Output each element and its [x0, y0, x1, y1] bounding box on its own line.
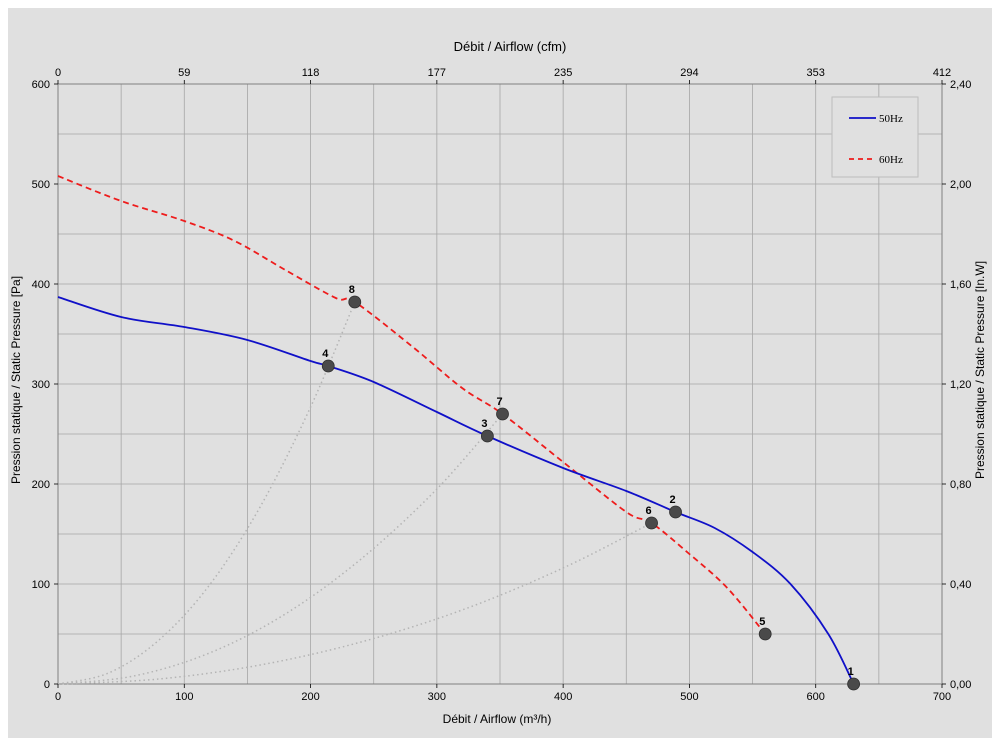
y-tick-label: 0: [44, 679, 50, 691]
operating-point-label-8: 8: [349, 284, 355, 296]
system-curves: [57, 301, 652, 685]
operating-point-label-4: 4: [322, 348, 329, 360]
operating-point-5: [758, 627, 772, 641]
x2-axis-title: Débit / Airflow (cfm): [454, 39, 567, 54]
operating-point-2: [669, 505, 682, 519]
operating-point-7: [496, 407, 509, 421]
operating-point-1: [847, 677, 860, 691]
x2-tick-label: 353: [807, 67, 825, 79]
x2-tick-label: 235: [554, 67, 572, 79]
x2-tick-label: 118: [302, 67, 320, 79]
x2-tick-label: 294: [680, 67, 698, 79]
operating-point-label-3: 3: [481, 418, 487, 430]
legend-box: [831, 96, 919, 178]
y-tick-label: 300: [32, 379, 50, 391]
x-tick-label: 600: [807, 691, 825, 703]
y2-tick-label: 1,20: [950, 379, 971, 391]
x-axis-title: Débit / Airflow (m³/h): [443, 712, 552, 726]
y-tick-label: 400: [32, 279, 50, 291]
y-axis-title: Pression statique / Static Pressure [Pa]: [9, 276, 23, 484]
x2-tick-label: 412: [933, 67, 951, 79]
operating-point-3: [480, 429, 494, 443]
operating-point-label-5: 5: [759, 616, 765, 628]
y2-tick-label: 0,40: [950, 579, 971, 591]
y-tick-label: 600: [32, 79, 50, 91]
series-line-60hz: [57, 175, 766, 635]
x-tick-label: 200: [301, 691, 319, 703]
x-tick-label: 100: [175, 691, 193, 703]
x-tick-label: 700: [933, 691, 951, 703]
operating-points: 1 2 3 4 5 6 7 8: [321, 284, 860, 691]
legend-label-50hz: 50Hz: [879, 113, 903, 125]
x-tick-label: 400: [554, 691, 572, 703]
legend-label-60hz: 60Hz: [879, 154, 903, 166]
y-tick-label: 500: [32, 179, 50, 191]
x2-tick-label: 0: [55, 67, 61, 79]
system-curve-3: [57, 522, 652, 685]
operating-point-6: [645, 516, 658, 530]
y2-axis-title: Pression statique / Static Pressure [In.…: [973, 261, 987, 479]
x-tick-label: 300: [428, 691, 446, 703]
operating-point-label-1: 1: [848, 666, 854, 678]
y-tick-label: 100: [32, 579, 50, 591]
system-curve-2: [57, 413, 504, 685]
operating-point-label-2: 2: [670, 494, 676, 506]
y2-tick-label: 2,40: [950, 79, 971, 91]
grid: [57, 83, 943, 685]
x-tick-label: 500: [680, 691, 698, 703]
operating-point-label-6: 6: [646, 505, 652, 517]
x2-tick-label: 177: [428, 67, 446, 79]
operating-point-label-7: 7: [497, 396, 503, 408]
y-tick-label: 200: [32, 479, 50, 491]
x-tick-label: 0: [55, 691, 61, 703]
y2-tick-label: 0,80: [950, 479, 971, 491]
legend: 50Hz 60Hz: [831, 96, 919, 178]
y2-tick-label: 0,00: [950, 679, 971, 691]
x2-tick-label: 59: [178, 67, 190, 79]
operating-point-4: [321, 359, 335, 373]
system-curve-1: [57, 301, 356, 685]
y2-tick-label: 1,60: [950, 279, 971, 291]
operating-point-8: [348, 295, 362, 309]
y2-tick-label: 2,00: [950, 179, 971, 191]
